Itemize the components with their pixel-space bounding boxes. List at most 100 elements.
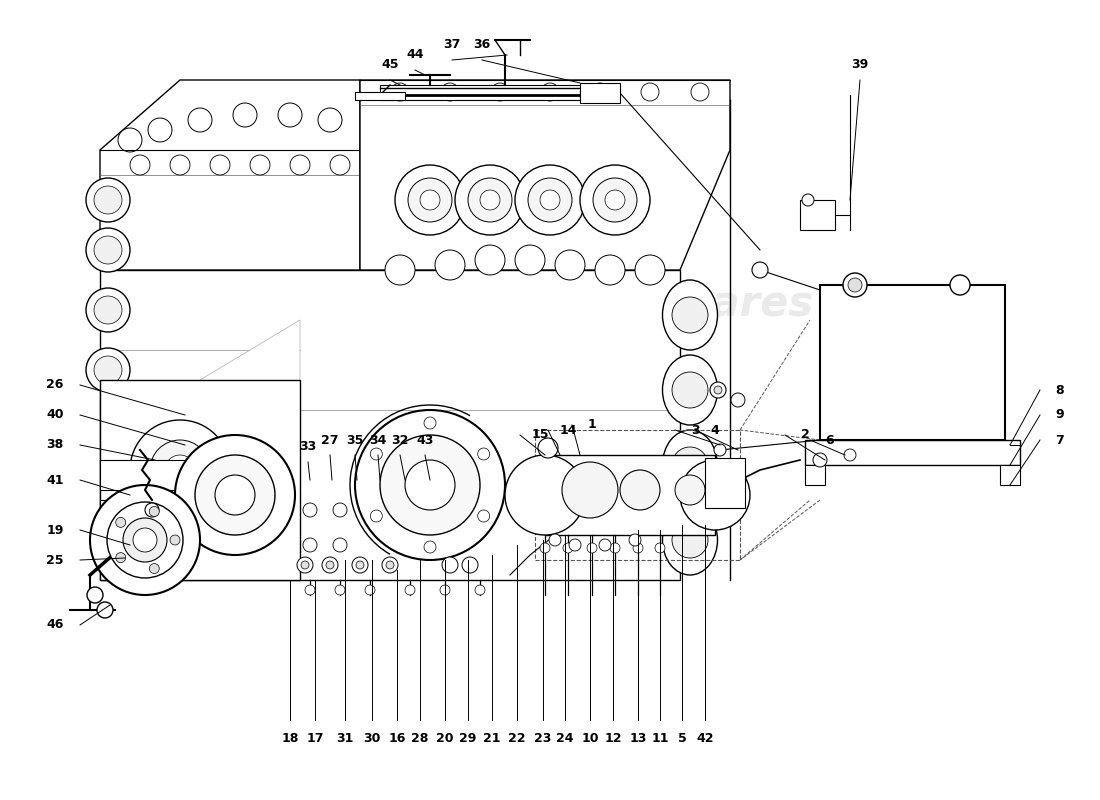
Circle shape — [336, 585, 345, 595]
Circle shape — [195, 455, 275, 535]
Circle shape — [188, 108, 212, 132]
Circle shape — [441, 83, 459, 101]
Circle shape — [562, 462, 618, 518]
Circle shape — [94, 236, 122, 264]
Circle shape — [629, 534, 641, 546]
Circle shape — [118, 128, 142, 152]
Circle shape — [580, 165, 650, 235]
Ellipse shape — [662, 505, 717, 575]
Circle shape — [371, 448, 383, 460]
Circle shape — [86, 288, 130, 332]
Circle shape — [352, 557, 368, 573]
Bar — [805, 440, 1020, 465]
Circle shape — [802, 194, 814, 206]
Circle shape — [424, 541, 436, 553]
Circle shape — [475, 585, 485, 595]
Circle shape — [672, 447, 708, 483]
Circle shape — [420, 190, 440, 210]
Text: 1: 1 — [587, 418, 596, 431]
Circle shape — [356, 561, 364, 569]
Ellipse shape — [662, 430, 717, 500]
Circle shape — [600, 539, 610, 551]
Bar — [705, 458, 745, 508]
Bar — [100, 460, 185, 490]
Circle shape — [491, 83, 509, 101]
Circle shape — [116, 553, 125, 562]
Text: 41: 41 — [46, 474, 64, 486]
Circle shape — [148, 118, 172, 142]
Text: 39: 39 — [851, 58, 869, 71]
Text: 23: 23 — [535, 731, 552, 745]
Circle shape — [540, 543, 550, 553]
Text: 5: 5 — [678, 731, 686, 745]
Text: 26: 26 — [46, 378, 64, 391]
Circle shape — [710, 382, 726, 398]
Bar — [100, 380, 300, 580]
Circle shape — [563, 543, 573, 553]
Polygon shape — [200, 320, 300, 460]
Circle shape — [434, 250, 465, 280]
Text: 16: 16 — [388, 731, 406, 745]
Circle shape — [290, 155, 310, 175]
Circle shape — [641, 83, 659, 101]
Circle shape — [170, 535, 180, 545]
Text: 30: 30 — [363, 731, 381, 745]
Circle shape — [480, 190, 501, 210]
Circle shape — [468, 178, 512, 222]
Circle shape — [475, 245, 505, 275]
Circle shape — [632, 543, 644, 553]
Text: 14: 14 — [559, 423, 576, 437]
Text: 32: 32 — [392, 434, 409, 446]
Text: 25: 25 — [46, 554, 64, 566]
Circle shape — [541, 83, 559, 101]
Circle shape — [94, 356, 122, 384]
Circle shape — [635, 255, 666, 285]
Text: 31: 31 — [337, 731, 354, 745]
Circle shape — [301, 561, 309, 569]
Circle shape — [305, 585, 315, 595]
Text: 22: 22 — [508, 731, 526, 745]
Circle shape — [107, 502, 183, 578]
Circle shape — [355, 410, 505, 560]
Circle shape — [333, 538, 346, 552]
Circle shape — [86, 178, 130, 222]
Circle shape — [620, 470, 660, 510]
Bar — [580, 83, 620, 103]
Circle shape — [385, 255, 415, 285]
Circle shape — [94, 186, 122, 214]
Circle shape — [87, 587, 103, 603]
Circle shape — [233, 103, 257, 127]
Circle shape — [752, 262, 768, 278]
Circle shape — [130, 420, 230, 520]
Bar — [535, 430, 740, 560]
Circle shape — [440, 585, 450, 595]
Polygon shape — [100, 80, 360, 270]
Text: 24: 24 — [557, 731, 574, 745]
Circle shape — [843, 273, 867, 297]
Circle shape — [130, 155, 150, 175]
Circle shape — [587, 543, 597, 553]
Circle shape — [605, 190, 625, 210]
Text: 42: 42 — [696, 731, 714, 745]
Circle shape — [150, 440, 210, 500]
Text: eurospares: eurospares — [550, 283, 814, 325]
Circle shape — [714, 386, 722, 394]
Text: 40: 40 — [46, 409, 64, 422]
Circle shape — [302, 503, 317, 517]
Circle shape — [477, 448, 490, 460]
Circle shape — [672, 372, 708, 408]
Circle shape — [297, 557, 313, 573]
Text: 36: 36 — [473, 38, 491, 51]
Circle shape — [528, 178, 572, 222]
Circle shape — [371, 510, 383, 522]
Circle shape — [591, 83, 609, 101]
Bar — [805, 465, 825, 485]
Circle shape — [714, 444, 726, 456]
Bar — [1000, 465, 1020, 485]
Text: 21: 21 — [483, 731, 500, 745]
Bar — [379, 85, 580, 100]
Circle shape — [569, 539, 581, 551]
Circle shape — [214, 475, 255, 515]
Circle shape — [405, 460, 455, 510]
Text: 6: 6 — [826, 434, 834, 446]
